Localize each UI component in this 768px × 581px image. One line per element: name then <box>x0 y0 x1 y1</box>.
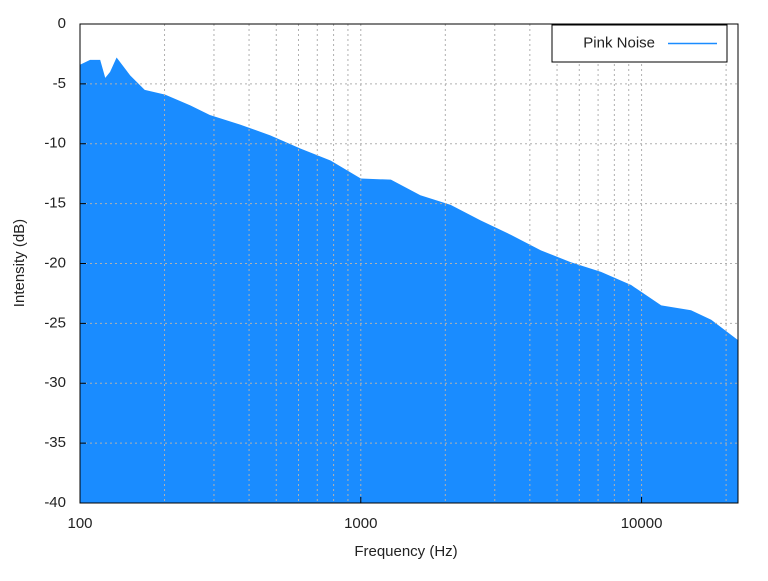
y-tick-label: -30 <box>44 374 66 391</box>
x-tick-label: 1000 <box>344 515 377 532</box>
y-tick-label: -20 <box>44 254 66 271</box>
x-tick-label: 100 <box>67 515 92 532</box>
y-tick-label: -25 <box>44 314 66 331</box>
y-tick-label: -5 <box>53 75 66 92</box>
legend-label: Pink Noise <box>583 34 655 51</box>
x-axis-label: Frequency (Hz) <box>354 543 457 560</box>
y-tick-label: -10 <box>44 135 66 152</box>
y-tick-label: -35 <box>44 434 66 451</box>
area <box>80 57 738 503</box>
y-axis-label: Intensity (dB) <box>11 219 28 307</box>
y-tick-label: 0 <box>58 15 66 32</box>
x-tick-label: 10000 <box>621 515 663 532</box>
y-tick-label: -40 <box>44 494 66 511</box>
y-tick-label: -15 <box>44 195 66 212</box>
